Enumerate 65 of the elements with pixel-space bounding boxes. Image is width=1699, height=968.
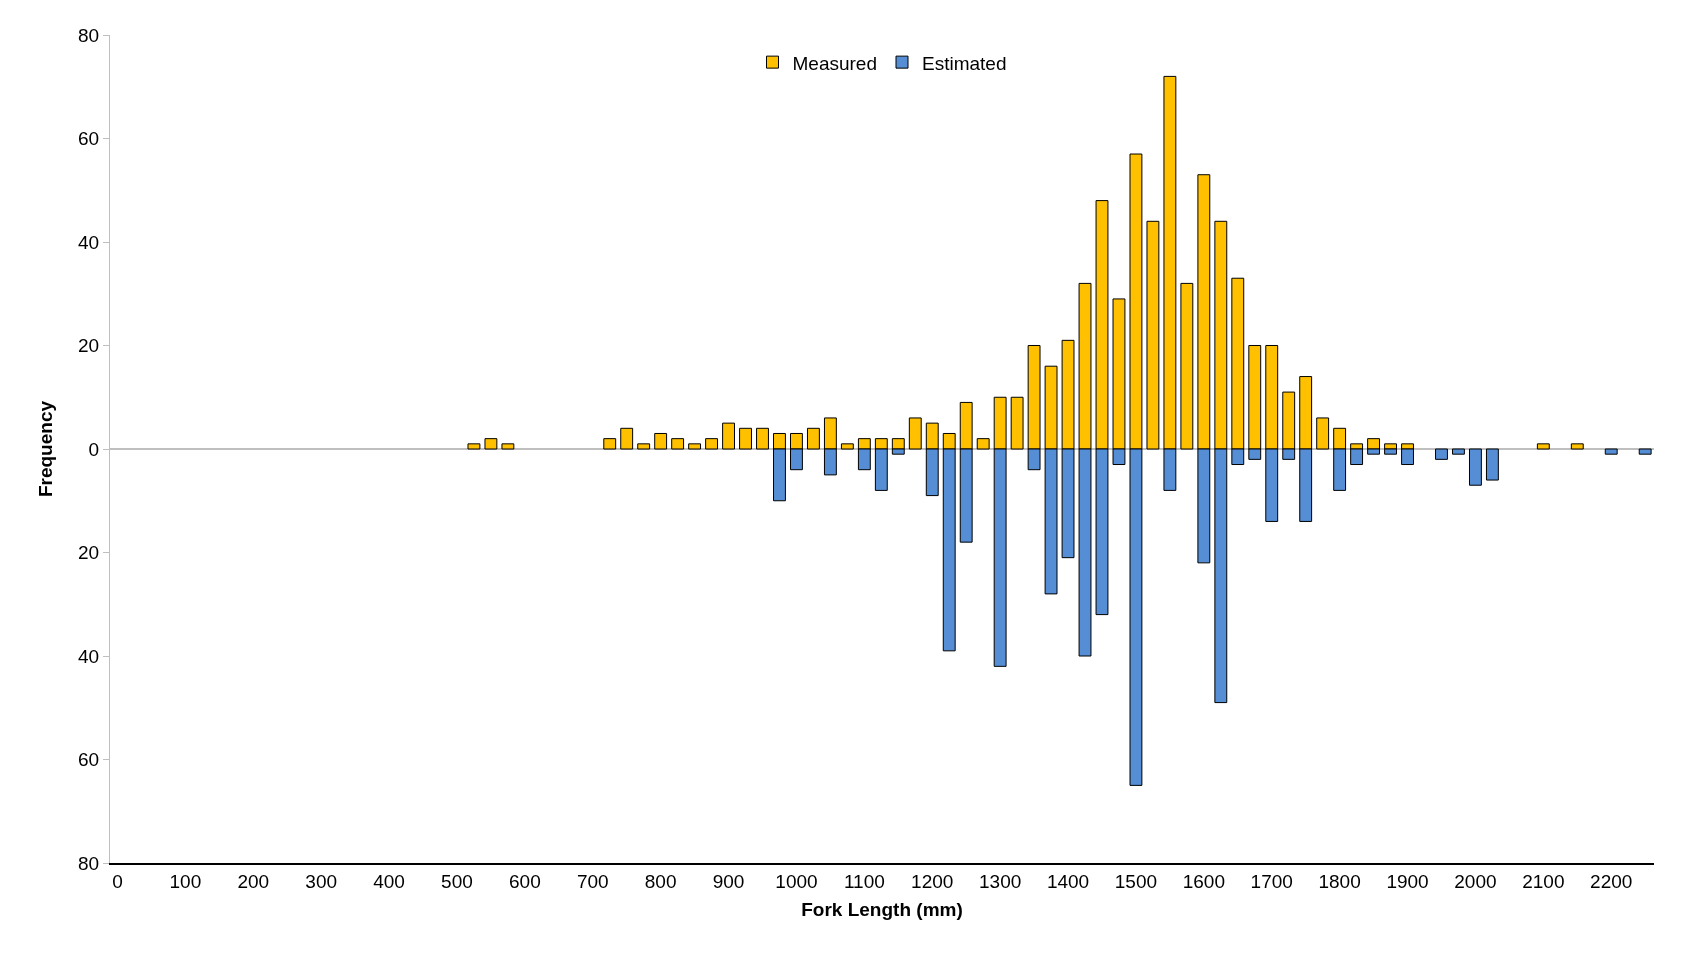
y-tick-label: 80	[78, 24, 100, 46]
bar	[908, 417, 922, 450]
bar	[637, 443, 651, 450]
x-tick-label: 900	[712, 870, 745, 892]
x-tick-label: 1100	[843, 870, 885, 892]
x-tick-label: 2200	[1590, 870, 1633, 892]
x-tick-label: 1500	[1114, 870, 1158, 892]
bar	[1536, 443, 1550, 450]
bar	[603, 438, 617, 450]
bar	[620, 427, 634, 450]
x-tick-label: 500	[441, 870, 473, 892]
legend-label: Measured	[792, 52, 877, 74]
bar	[688, 443, 702, 450]
bar	[1146, 220, 1160, 450]
x-tick-label: 300	[305, 870, 338, 892]
bar	[1435, 448, 1448, 460]
bar	[1638, 448, 1652, 455]
x-tick-label: 200	[237, 870, 270, 892]
legend-label: Estimated	[922, 52, 1007, 74]
bar	[1452, 448, 1465, 455]
bar	[1468, 448, 1482, 486]
x-tick-label: 1800	[1318, 870, 1361, 892]
x-tick-label: 1600	[1182, 870, 1225, 892]
bar	[976, 438, 990, 450]
x-tick-label: 1900	[1386, 870, 1429, 892]
y-tick-label: 40	[78, 231, 100, 253]
x-axis-title: Fork Length (mm)	[801, 899, 963, 921]
x-tick-label: 1400	[1046, 870, 1090, 892]
y-tick-label: 40	[78, 645, 100, 667]
x-tick-label: 1700	[1250, 870, 1293, 892]
bar	[806, 427, 820, 450]
x-tick-label: 100	[169, 870, 202, 892]
x-tick-label: 800	[644, 870, 677, 892]
bar	[756, 427, 769, 450]
x-tick-label: 1300	[979, 870, 1022, 892]
bar	[671, 438, 685, 450]
y-tick-label: 80	[78, 852, 100, 874]
bar	[484, 438, 498, 450]
y-axis-title: Frequency	[34, 400, 56, 498]
bar	[722, 422, 735, 450]
bar	[1180, 282, 1194, 450]
y-tick-label: 60	[78, 749, 100, 771]
x-tick-label: 400	[373, 870, 405, 892]
x-tick-label: 1200	[911, 870, 954, 892]
bar	[705, 438, 719, 450]
bar	[840, 443, 854, 450]
x-tick-label: 2000	[1454, 870, 1497, 892]
y-tick-label: 0	[88, 438, 100, 460]
y-tick-label: 20	[78, 542, 100, 564]
x-tick-label: 2100	[1522, 870, 1565, 892]
bar	[1604, 448, 1618, 455]
bar	[654, 432, 668, 450]
bar	[1570, 443, 1584, 450]
bar	[1316, 417, 1330, 450]
x-tick-label: 600	[509, 870, 541, 892]
y-tick-label: 20	[78, 335, 100, 357]
bar	[501, 443, 515, 450]
bar	[1485, 448, 1499, 481]
bar	[739, 427, 752, 450]
bar	[467, 443, 481, 450]
x-tick-label: 700	[576, 870, 609, 892]
x-tick-label: 0	[112, 870, 123, 892]
bar	[1010, 396, 1024, 450]
y-tick-label: 60	[78, 128, 100, 150]
x-tick-label: 1000	[775, 870, 818, 892]
